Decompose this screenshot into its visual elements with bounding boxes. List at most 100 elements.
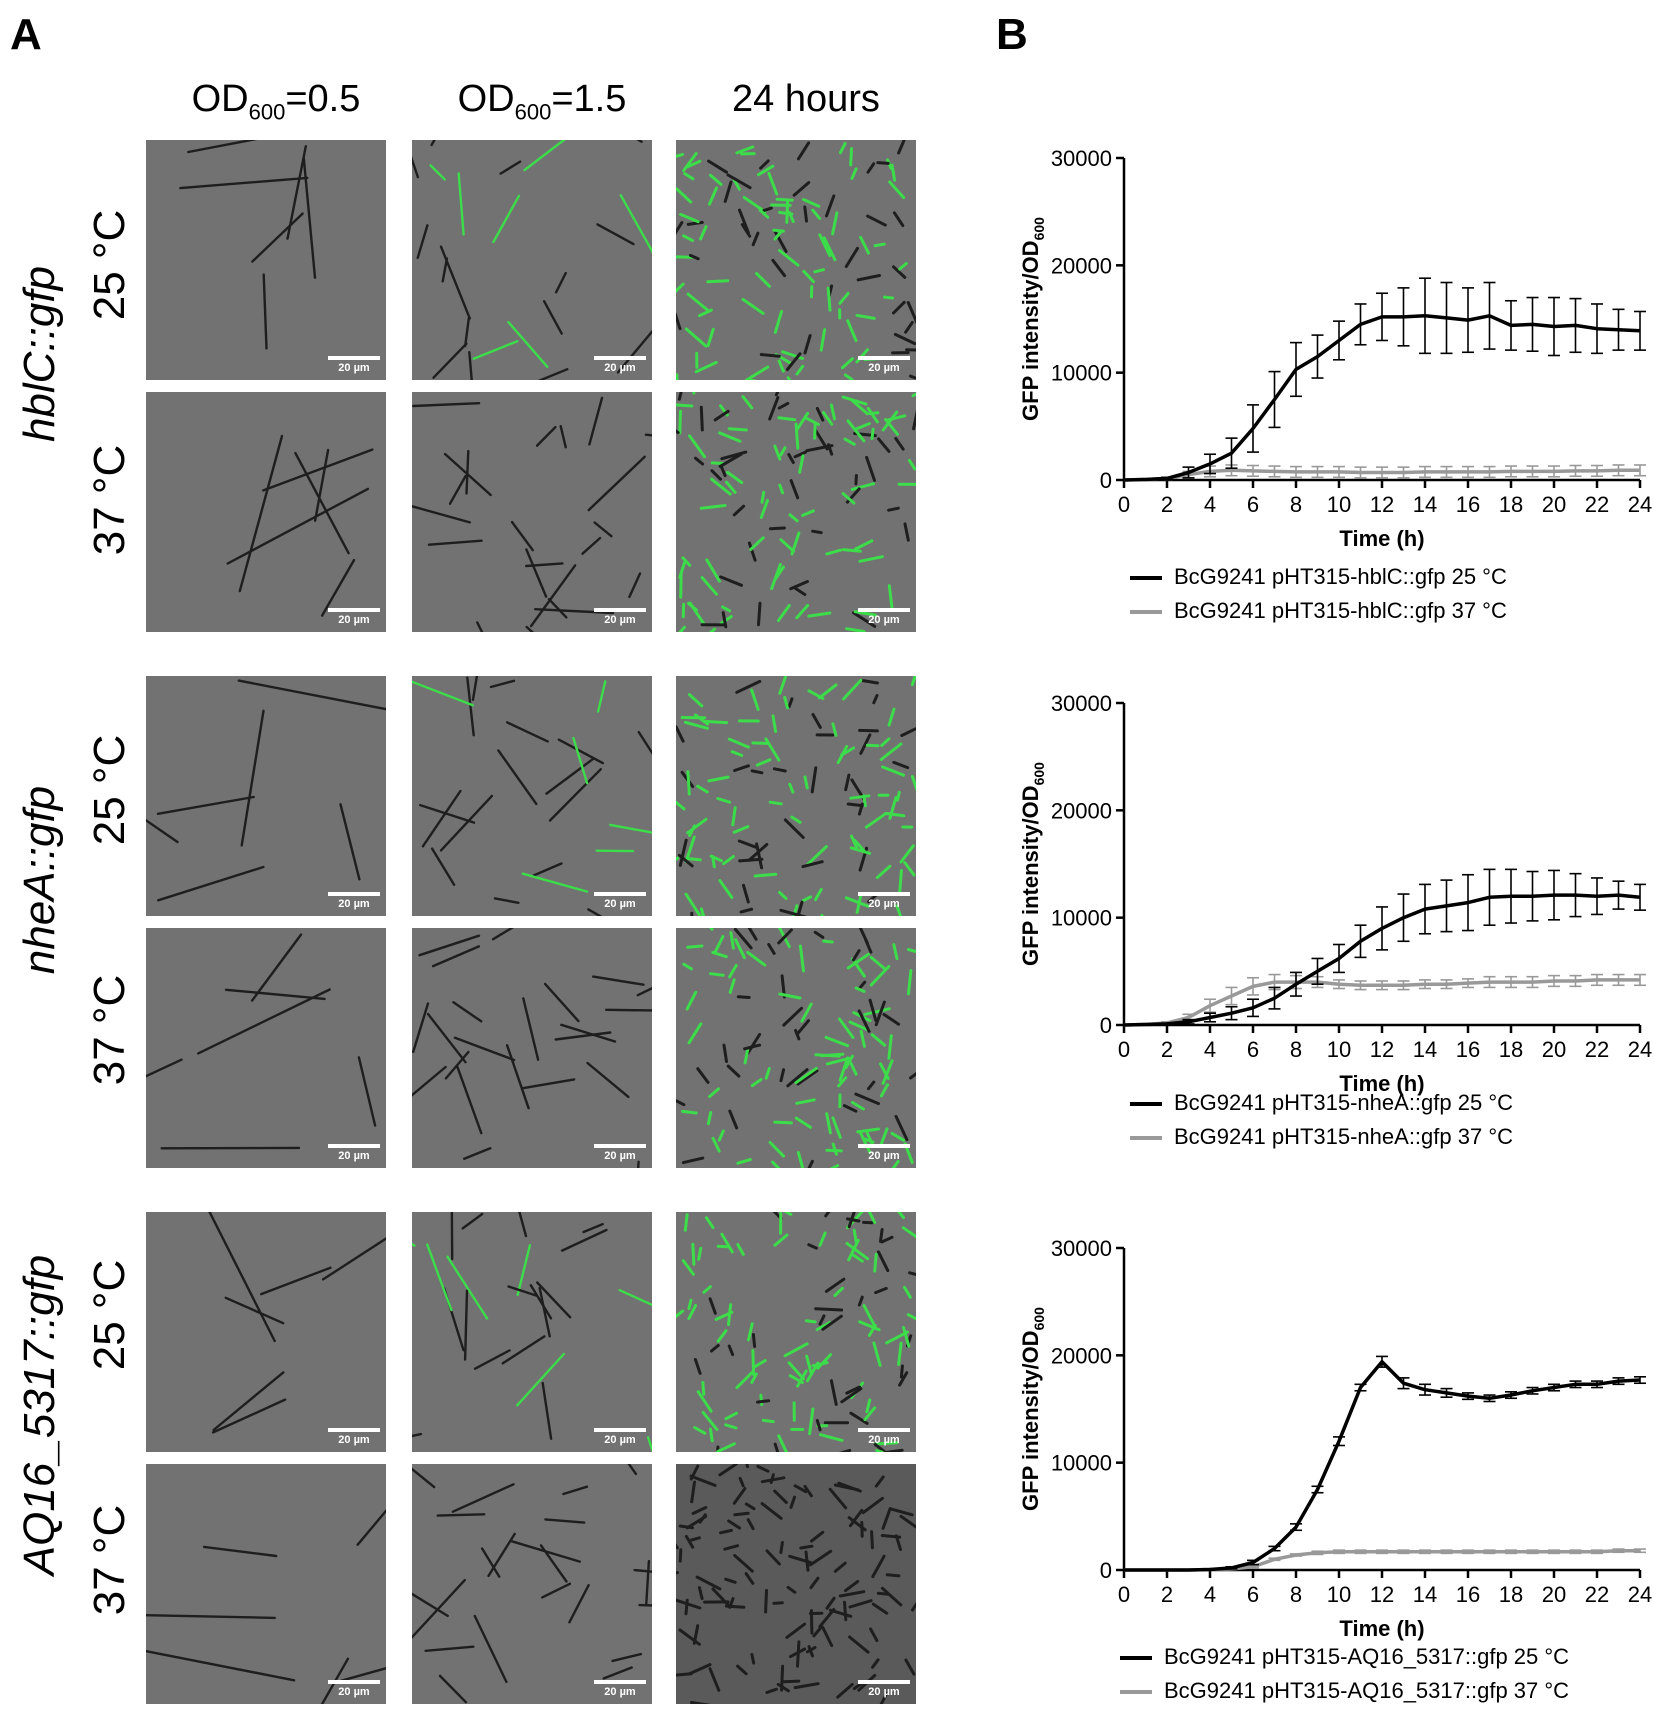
micrograph-r5-c1: 20 µm xyxy=(412,1464,652,1704)
x-tick-label: 18 xyxy=(1499,1582,1523,1607)
x-tick-label: 2 xyxy=(1161,1582,1173,1607)
series-1 xyxy=(1124,1548,1646,1572)
chart-nhea: 0 10000 20000 30000 0 2 4 6 8 10 12 14 16 18 20 22 24 Tim… xyxy=(1000,685,1654,1105)
panel-b-letter: B xyxy=(996,10,1028,59)
panel-a-letter: A xyxy=(10,10,42,59)
y-tick-label: 10000 xyxy=(1051,1451,1112,1476)
legend-item-hblc-37: BcG9241 pHT315-hblC::gfp 37 °C xyxy=(1130,594,1507,628)
micrograph-r3-c1: 20 µm xyxy=(412,928,652,1168)
gene-label-hblc: hblC::gfp xyxy=(15,265,64,443)
x-tick-label: 20 xyxy=(1542,1582,1566,1607)
y-tick-label: 30000 xyxy=(1051,691,1112,716)
series-line xyxy=(1123,314,1641,482)
scale-bar: 20 µm xyxy=(594,608,646,626)
scale-bar-label: 20 µm xyxy=(604,898,636,910)
scale-bar-label: 20 µm xyxy=(338,362,370,374)
x-tick-label: 12 xyxy=(1370,492,1394,517)
series-line xyxy=(1124,1360,1641,1572)
micrograph-r0-c0: 20 µm xyxy=(146,140,386,380)
gene-label-aq16-5317: AQ16_5317::gfp xyxy=(15,1254,64,1576)
series-line xyxy=(1123,893,1641,1027)
scale-bar-label: 20 µm xyxy=(604,1434,636,1446)
scale-bar: 20 µm xyxy=(328,1428,380,1446)
micrograph-r0-c2: 20 µm xyxy=(676,140,916,380)
micrograph-r5-c2: 20 µm xyxy=(676,1464,916,1704)
legend-aq16: BcG9241 pHT315-AQ16_5317::gfp 25 °C BcG9… xyxy=(1120,1640,1569,1708)
y-tick-label: 0 xyxy=(1100,1013,1112,1038)
micrograph-r1-c0: 20 µm xyxy=(146,392,386,632)
series-0 xyxy=(1124,1355,1646,1572)
x-tick-label: 12 xyxy=(1370,1582,1394,1607)
scale-bar: 20 µm xyxy=(328,1680,380,1698)
x-tick-label: 4 xyxy=(1204,492,1216,517)
scale-bar-label: 20 µm xyxy=(338,614,370,626)
temp-label-aq16-25: 25 °C xyxy=(85,1259,134,1371)
legend-hblc: BcG9241 pHT315-hblC::gfp 25 °C BcG9241 p… xyxy=(1130,560,1507,628)
x-axis-label: Time (h) xyxy=(1339,526,1424,551)
temp-label-hblc-25: 25 °C xyxy=(85,209,134,321)
y-tick-label: 20000 xyxy=(1051,798,1112,823)
scale-bar-label: 20 µm xyxy=(338,898,370,910)
x-tick-label: 2 xyxy=(1161,1037,1173,1062)
y-axis-label: GFP intensity/OD600 xyxy=(1018,1307,1047,1511)
scale-bar: 20 µm xyxy=(858,892,910,910)
micrograph-r1-c2: 20 µm xyxy=(676,392,916,632)
legend-item-hblc-25: BcG9241 pHT315-hblC::gfp 25 °C xyxy=(1130,560,1507,594)
x-axis-label: Time (h) xyxy=(1339,1071,1424,1096)
x-tick-label: 2 xyxy=(1161,492,1173,517)
micrograph-r4-c0: 20 µm xyxy=(146,1212,386,1452)
scale-bar-label: 20 µm xyxy=(868,898,900,910)
x-tick-label: 6 xyxy=(1247,1037,1259,1062)
series-0 xyxy=(1123,277,1646,482)
micrograph-r5-c0: 20 µm xyxy=(146,1464,386,1704)
y-tick-label: 30000 xyxy=(1051,1236,1112,1261)
x-tick-label: 0 xyxy=(1118,1037,1130,1062)
y-tick-label: 10000 xyxy=(1051,906,1112,931)
scale-bar-label: 20 µm xyxy=(338,1434,370,1446)
x-tick-label: 22 xyxy=(1585,1582,1609,1607)
legend-nhea: BcG9241 pHT315-nheA::gfp 25 °C BcG9241 p… xyxy=(1130,1086,1513,1154)
x-tick-label: 20 xyxy=(1542,1037,1566,1062)
x-tick-label: 0 xyxy=(1118,492,1130,517)
scale-bar: 20 µm xyxy=(858,1144,910,1162)
scale-bar: 20 µm xyxy=(594,1428,646,1446)
x-tick-label: 20 xyxy=(1542,492,1566,517)
x-tick-label: 24 xyxy=(1628,1582,1652,1607)
chart-hblc: 0 10000 20000 30000 0 2 4 6 8 10 12 14 16 18 20 22 24 Tim… xyxy=(1000,140,1654,560)
series-0 xyxy=(1123,868,1646,1027)
y-tick-label: 10000 xyxy=(1051,361,1112,386)
micrograph-r3-c2: 20 µm xyxy=(676,928,916,1168)
temp-label-nhea-25: 25 °C xyxy=(85,734,134,846)
x-tick-label: 0 xyxy=(1118,1582,1130,1607)
scale-bar: 20 µm xyxy=(328,1144,380,1162)
scale-bar: 20 µm xyxy=(328,356,380,374)
legend-item-nhea-25: BcG9241 pHT315-nheA::gfp 25 °C xyxy=(1130,1086,1513,1120)
column-header-24-hours: 24 hours xyxy=(732,78,880,120)
x-tick-label: 14 xyxy=(1413,492,1437,517)
x-tick-label: 6 xyxy=(1247,1582,1259,1607)
x-tick-label: 22 xyxy=(1585,492,1609,517)
legend-item-aq16-37: BcG9241 pHT315-AQ16_5317::gfp 37 °C xyxy=(1120,1674,1569,1708)
scale-bar-label: 20 µm xyxy=(868,362,900,374)
x-tick-label: 8 xyxy=(1290,1037,1302,1062)
y-tick-label: 20000 xyxy=(1051,1343,1112,1368)
micrograph-r4-c1: 20 µm xyxy=(412,1212,652,1452)
scale-bar: 20 µm xyxy=(858,1680,910,1698)
gene-label-nhea: nheA::gfp xyxy=(15,785,64,975)
x-tick-label: 18 xyxy=(1499,492,1523,517)
chart-aq16-5317: 0 10000 20000 30000 0 2 4 6 8 10 12 14 16 18 20 22 24 Tim… xyxy=(1000,1230,1654,1650)
scale-bar-label: 20 µm xyxy=(868,1686,900,1698)
x-tick-label: 16 xyxy=(1456,1582,1480,1607)
scale-bar: 20 µm xyxy=(858,608,910,626)
scale-bar-label: 20 µm xyxy=(338,1150,370,1162)
column-header-od-0-5: OD600=0.5 xyxy=(191,78,361,125)
scale-bar-label: 20 µm xyxy=(338,1686,370,1698)
x-tick-label: 14 xyxy=(1413,1582,1437,1607)
x-tick-label: 6 xyxy=(1247,492,1259,517)
x-tick-label: 4 xyxy=(1204,1582,1216,1607)
scale-bar: 20 µm xyxy=(858,356,910,374)
temp-label-nhea-37: 37 °C xyxy=(85,974,134,1086)
x-tick-label: 8 xyxy=(1290,492,1302,517)
micrograph-r3-c0: 20 µm xyxy=(146,928,386,1168)
x-axis-label: Time (h) xyxy=(1339,1616,1424,1641)
